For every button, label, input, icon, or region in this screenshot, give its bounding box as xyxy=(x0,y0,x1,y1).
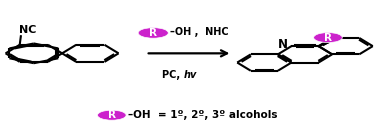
Text: NC: NC xyxy=(19,25,37,35)
Circle shape xyxy=(314,33,342,43)
Circle shape xyxy=(98,110,126,120)
Text: N: N xyxy=(278,38,288,51)
Text: PC,: PC, xyxy=(162,70,183,80)
Text: hv: hv xyxy=(183,70,197,80)
Text: –OH  = 1º, 2º, 3º alcohols: –OH = 1º, 2º, 3º alcohols xyxy=(128,110,277,120)
Text: –OH ,  NHC: –OH , NHC xyxy=(170,27,228,37)
Text: R: R xyxy=(324,33,332,43)
Text: R: R xyxy=(149,28,157,38)
Circle shape xyxy=(138,28,168,38)
Text: R: R xyxy=(108,110,116,120)
